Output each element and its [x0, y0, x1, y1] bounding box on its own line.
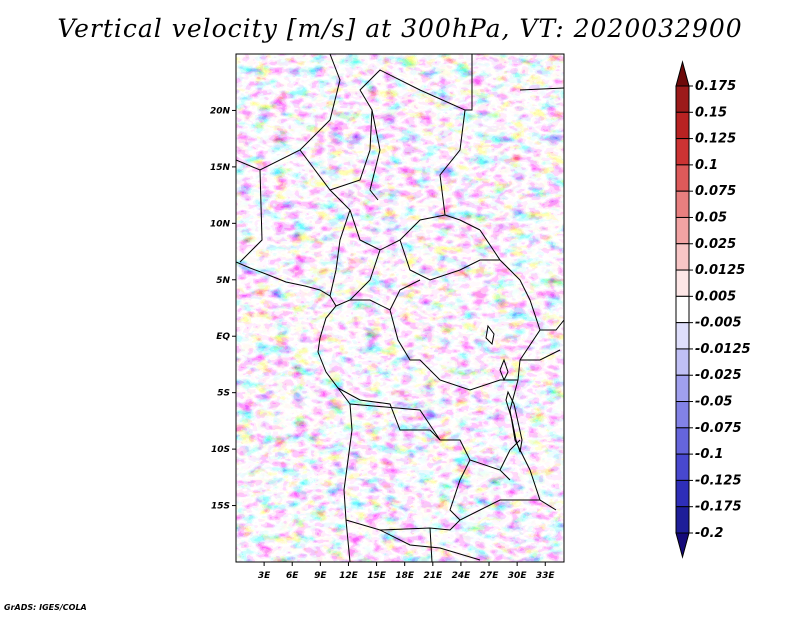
chart-title: Vertical velocity [m/s] at 300hPa, VT: 2…	[57, 14, 743, 43]
colorbar-segment	[675, 401, 690, 429]
colorbar-segment	[675, 506, 690, 534]
y-tick-label: 5N	[216, 276, 230, 286]
colorbar-segment	[675, 138, 690, 166]
colorbar-label: 0.125	[695, 132, 736, 147]
x-tick-label: 21E	[423, 571, 443, 581]
y-axis: 20N 15N 10N 5N EQ 5S 10S 15S	[210, 106, 236, 512]
colorbar-segment	[675, 374, 690, 403]
colorbar-segment	[675, 243, 690, 271]
colorbar-segment	[675, 216, 690, 245]
colorbar-segment	[675, 479, 690, 508]
colorbar-top-arrow	[675, 60, 690, 87]
colorbar-label: 0.175	[695, 79, 736, 94]
lake-outlines	[485, 324, 523, 453]
colorbar-label: 0.15	[695, 105, 727, 120]
x-tick-label: 30E	[508, 571, 528, 581]
colorbar-segment	[675, 453, 690, 481]
colorbar-segment	[675, 427, 690, 455]
colorbar-bottom-arrow	[675, 532, 690, 559]
plot-area	[236, 54, 564, 562]
colorbar-segment	[675, 164, 690, 192]
x-tick-label: 6E	[286, 571, 299, 581]
colorbar-label: 0.025	[695, 237, 736, 252]
colorbar-label: -0.005	[695, 316, 742, 331]
y-tick-label: 15N	[210, 163, 231, 173]
y-tick-label: 10N	[210, 219, 231, 229]
y-tick-label: 5S	[217, 389, 230, 399]
x-tick-label: 12E	[339, 571, 359, 581]
grads-credit: GrADS: IGES/COLA	[4, 603, 87, 612]
colorbar-label: -0.075	[695, 421, 742, 436]
y-tick-label: 15S	[211, 502, 230, 512]
colorbar: 0.175 0.15 0.125 0.1 0.075 0.05 0.025 0.0125 0.0…	[675, 60, 751, 559]
colorbar-label: -0.0125	[695, 342, 751, 357]
y-tick-label: 10S	[211, 445, 230, 455]
plot-frame	[235, 53, 565, 563]
colorbar-label: -0.025	[695, 368, 742, 383]
colorbar-label: 0.0125	[695, 263, 745, 278]
colorbar-label: -0.05	[695, 395, 732, 410]
y-tick-label: 20N	[210, 106, 231, 116]
country-borders	[236, 54, 564, 562]
colorbar-label: -0.175	[695, 500, 742, 515]
colorbar-label: -0.2	[695, 526, 723, 541]
x-tick-label: 33E	[536, 571, 556, 581]
colorbar-segment	[675, 269, 690, 297]
colorbar-label: 0.05	[695, 210, 727, 225]
x-tick-label: 9E	[314, 571, 327, 581]
colorbar-segment	[675, 348, 690, 376]
colorbar-segment	[675, 85, 690, 113]
x-tick-label: 27E	[480, 571, 500, 581]
colorbar-label: -0.1	[695, 447, 723, 462]
colorbar-segment	[675, 322, 690, 350]
x-tick-label: 3E	[258, 571, 271, 581]
colorbar-segment	[675, 190, 690, 218]
colorbar-label: 0.005	[695, 289, 736, 304]
x-axis: 3E 6E 9E 12E 15E 18E 21E 24E 27E 30E 33E	[258, 562, 556, 581]
colorbar-segment	[675, 295, 690, 324]
y-tick-label: EQ	[216, 332, 230, 342]
colorbar-label: -0.125	[695, 473, 742, 488]
colorbar-segment	[675, 111, 690, 140]
x-tick-label: 15E	[367, 571, 387, 581]
x-tick-label: 24E	[452, 571, 472, 581]
colorbar-label: 0.075	[695, 184, 736, 199]
velocity-field	[236, 54, 564, 562]
colorbar-label: 0.1	[695, 158, 718, 173]
x-tick-label: 18E	[395, 571, 415, 581]
